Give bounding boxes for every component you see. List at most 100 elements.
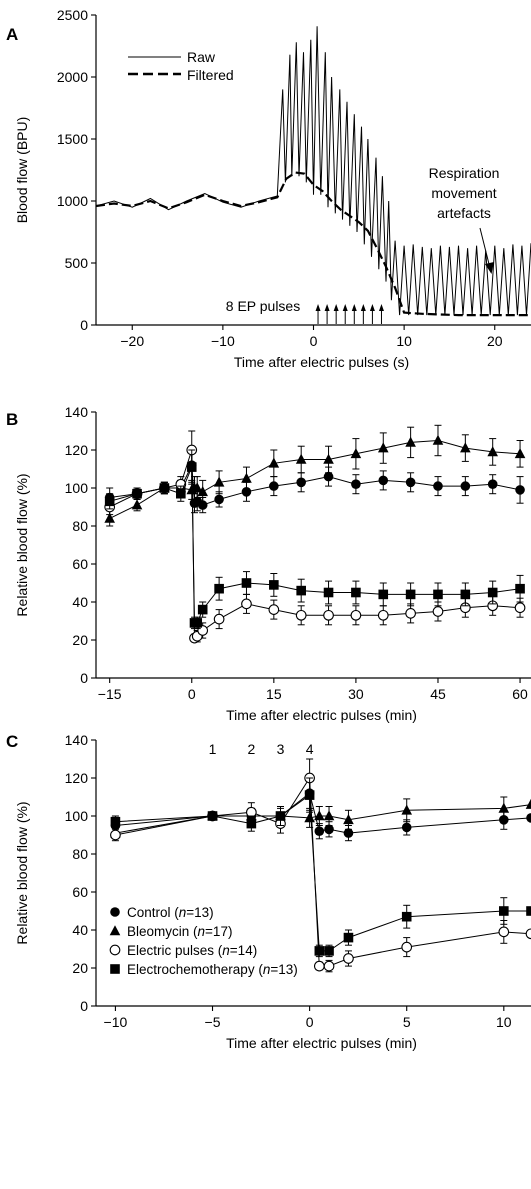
y-tick-label: 40 [72, 922, 88, 938]
pulse-arrow-head [342, 304, 348, 311]
point-control [460, 481, 471, 491]
legend: Raw Filtered [128, 49, 234, 83]
point-electrochemotherapy [351, 587, 361, 598]
y-tick-label: 1500 [57, 131, 88, 147]
series-control [104, 447, 525, 514]
point-bleomycin [268, 457, 280, 468]
series-electric-pulses [104, 430, 526, 644]
point-electric-pulses [241, 598, 252, 610]
point-control [214, 494, 224, 505]
x-tick-label: 45 [430, 686, 446, 702]
point-electrochemotherapy [323, 587, 334, 598]
point-bleomycin [498, 802, 510, 813]
point-control [401, 822, 412, 833]
point-electrochemotherapy [296, 585, 306, 596]
panel-letter: C [6, 732, 18, 751]
point-bleomycin [191, 482, 203, 493]
panel-b: B 0 20 40 60 80 100 120 140 −15 0 15 30 45 60 Time afte… [6, 404, 531, 723]
x-tick-label: 0 [188, 686, 196, 702]
x-tick-label: 30 [348, 686, 364, 702]
pulse-arrow-head [324, 304, 330, 311]
x-tick-label: 0 [310, 333, 318, 349]
point-electrochemotherapy [214, 583, 224, 594]
x-tick-label: −5 [205, 1014, 221, 1030]
pulse-arrow-head [333, 304, 339, 311]
point-electrochemotherapy [515, 583, 525, 594]
time-marker-3: 3 [277, 741, 285, 757]
series-electric-pulses [110, 758, 531, 973]
series-raw-line [96, 26, 531, 316]
point-electric-pulses [313, 960, 325, 972]
x-tick-label: −10 [211, 333, 235, 349]
point-control [324, 824, 334, 835]
point-bleomycin [323, 453, 334, 464]
series-line [109, 466, 521, 624]
series-line [115, 792, 531, 834]
y-tick-label: 0 [80, 317, 88, 333]
point-electric-pulses [498, 926, 510, 938]
point-electrochemotherapy [314, 946, 325, 956]
point-bleomycin [514, 448, 526, 459]
point-bleomycin [401, 804, 413, 815]
time-marker-2: 2 [247, 741, 255, 757]
legend-label: Electric pulses (n=14) [127, 943, 257, 958]
legend-label: Electrochemotherapy (n=13) [127, 962, 298, 977]
point-electrochemotherapy [241, 578, 252, 588]
y-tick-label: 80 [72, 846, 88, 862]
y-tick-label: 0 [80, 998, 88, 1014]
y-tick-label: 20 [72, 632, 88, 648]
legend-label: Control (n=13) [127, 905, 214, 920]
point-bleomycin [377, 442, 389, 453]
point-bleomycin [109, 925, 121, 936]
point-control [296, 477, 306, 488]
panel-letter: A [6, 25, 18, 44]
panel-letter: B [6, 410, 18, 429]
point-control [526, 813, 531, 823]
y-tick-label: 0 [80, 670, 88, 686]
y-tick-label: 60 [72, 556, 88, 572]
point-electrochemotherapy [378, 589, 389, 600]
x-tick-label: 20 [487, 333, 503, 349]
point-electrochemotherapy [304, 790, 315, 800]
point-bleomycin [104, 512, 115, 523]
y-axis-label: Relative blood flow (%) [14, 473, 30, 616]
point-bleomycin [241, 472, 252, 483]
point-control [314, 826, 325, 836]
series-electrochemotherapy [104, 449, 525, 630]
x-tick-label: 0 [306, 1014, 314, 1030]
point-control [433, 481, 443, 491]
point-electrochemotherapy [110, 964, 120, 974]
point-electrochemotherapy [405, 589, 416, 600]
point-electrochemotherapy [275, 811, 286, 821]
y-tick-label: 120 [65, 442, 89, 458]
point-bleomycin [487, 446, 498, 457]
panel-c: C 0 20 40 60 80 100 120 140 −10 −5 0 5 10 Time after e… [6, 732, 531, 1051]
point-electric-pulses [213, 613, 225, 625]
time-marker-4: 4 [306, 741, 314, 757]
x-tick-label: 60 [512, 686, 528, 702]
point-bleomycin [350, 448, 362, 459]
point-bleomycin [460, 442, 471, 453]
y-tick-label: 60 [72, 884, 88, 900]
point-electric-pulses [110, 829, 121, 841]
point-bleomycin [304, 812, 315, 823]
point-electric-pulses [405, 608, 416, 619]
point-electrochemotherapy [110, 816, 121, 827]
y-tick-label: 2000 [57, 69, 88, 85]
point-bleomycin [314, 810, 325, 821]
x-axis-label: Time after electric pulses (min) [226, 707, 417, 723]
x-tick-label: 5 [403, 1014, 411, 1030]
plot-area [96, 26, 531, 317]
point-electrochemotherapy [526, 906, 531, 916]
pulse-arrow-head [378, 304, 384, 311]
point-electrochemotherapy [192, 618, 203, 628]
legend-raw-label: Raw [187, 49, 216, 65]
y-tick-label: 20 [72, 960, 88, 976]
point-electrochemotherapy [176, 488, 186, 499]
series-electrochemotherapy [110, 777, 531, 958]
point-electrochemotherapy [207, 811, 218, 821]
point-bleomycin [323, 810, 335, 821]
point-bleomycin [197, 486, 208, 497]
legend-label: Bleomycin (n=17) [127, 924, 232, 939]
